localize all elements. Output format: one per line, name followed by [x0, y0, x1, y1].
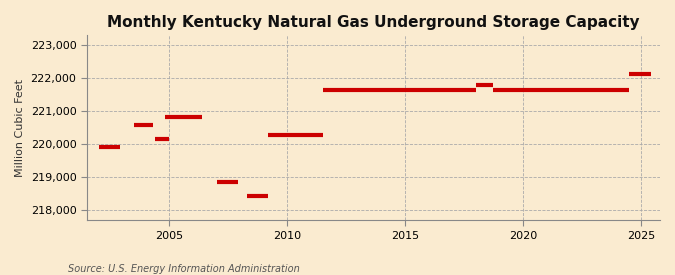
- Title: Monthly Kentucky Natural Gas Underground Storage Capacity: Monthly Kentucky Natural Gas Underground…: [107, 15, 640, 30]
- Text: Source: U.S. Energy Information Administration: Source: U.S. Energy Information Administ…: [68, 264, 299, 274]
- Y-axis label: Million Cubic Feet: Million Cubic Feet: [15, 79, 25, 177]
